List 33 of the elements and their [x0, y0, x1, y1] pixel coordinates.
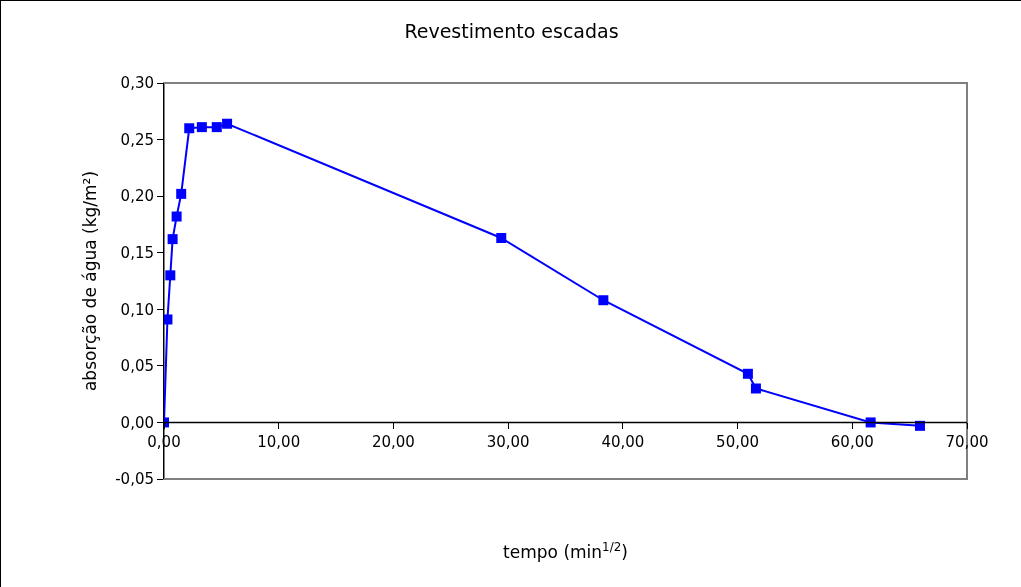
x-tick-label: 30,00	[486, 433, 530, 452]
point	[167, 234, 178, 245]
point	[196, 122, 207, 133]
point	[211, 122, 222, 133]
y-tick-label: 0,05	[120, 357, 154, 376]
x-tick-label: 20,00	[371, 433, 415, 452]
x-tick-label: 50,00	[716, 433, 760, 452]
point	[164, 314, 173, 325]
x-tick-label: 60,00	[830, 433, 874, 452]
point	[222, 118, 233, 129]
y-tick-label: 0,25	[120, 130, 154, 149]
y-tick-label: 0,20	[120, 187, 154, 206]
chart-title: Revestimento escadas	[404, 19, 619, 42]
point	[496, 233, 507, 244]
point	[171, 211, 182, 222]
x-tick-label: 70,00	[945, 433, 989, 452]
point	[742, 368, 753, 379]
point	[184, 123, 195, 134]
y-axis-title: absorção de água (kg/m²)	[79, 170, 100, 392]
point	[165, 270, 176, 281]
y-tick-label: 0,10	[120, 300, 154, 319]
x-axis-title: tempo (min$^{1/2}$)	[503, 539, 628, 562]
point	[176, 188, 187, 199]
point	[914, 420, 925, 431]
x-tick-label: 40,00	[601, 433, 645, 452]
y-tick-label: -0,05	[115, 470, 154, 489]
y-tick-label: 0,15	[120, 243, 154, 262]
x-tick-label: 10,00	[257, 433, 301, 452]
y-tick-label: 0,30	[120, 74, 154, 93]
point	[598, 295, 609, 306]
y-tick-label: 0,00	[120, 413, 154, 432]
point	[865, 417, 876, 428]
point	[750, 383, 761, 394]
